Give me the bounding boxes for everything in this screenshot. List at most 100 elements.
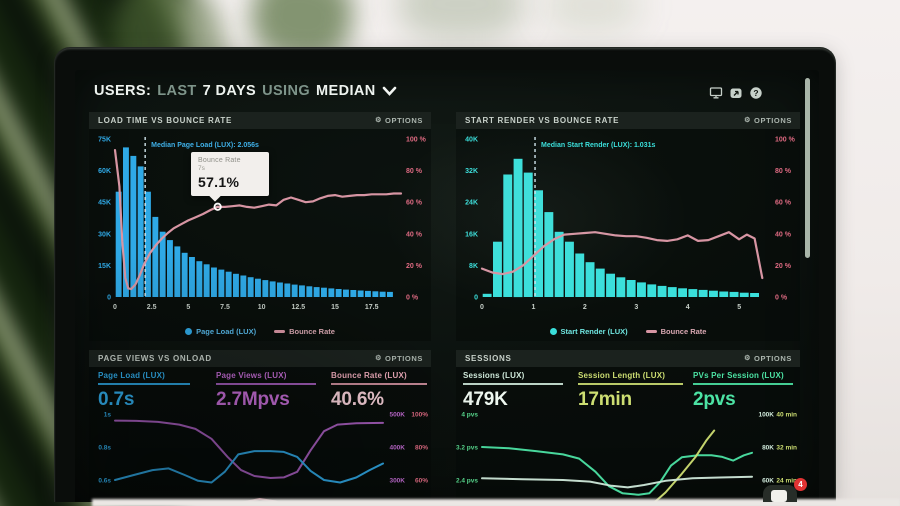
svg-text:80K: 80K	[762, 445, 774, 452]
header-using: USING	[262, 83, 311, 99]
svg-text:20 %: 20 %	[406, 263, 423, 270]
options-button[interactable]: ⚙ OPTIONS	[375, 116, 423, 125]
svg-text:40 %: 40 %	[406, 231, 423, 238]
metric-page-views: Page Views (LUX) 2.7Mpvs	[216, 371, 316, 411]
tooltip-value: 57.1%	[198, 174, 240, 190]
svg-text:0.6s: 0.6s	[98, 478, 111, 485]
svg-text:60 %: 60 %	[406, 200, 423, 207]
svg-text:100K: 100K	[758, 412, 774, 419]
metric-underline	[331, 383, 427, 385]
gear-icon: ⚙	[744, 355, 752, 362]
chat-widget[interactable]: 4	[763, 478, 809, 502]
panel-sessions: SESSIONS ⚙ OPTIONS Sessions (LUX) 479K S…	[456, 350, 800, 502]
svg-text:45K: 45K	[98, 200, 111, 207]
svg-text:60K: 60K	[762, 478, 774, 485]
svg-text:3.2 pvs: 3.2 pvs	[456, 445, 478, 452]
svg-text:12.5: 12.5	[292, 304, 306, 311]
svg-text:1s: 1s	[104, 412, 112, 419]
header-aggregation: MEDIAN	[316, 83, 376, 99]
legend-dot-icon	[549, 328, 557, 335]
svg-text:Median Start Render (LUX): 1.0: Median Start Render (LUX): 1.031s	[541, 142, 655, 149]
load-time-chart: 75K 60K 45K 30K 15K 0 100 % 80 % 60 % 40 % 20 % 0 %…	[89, 129, 431, 324]
panel-start-render: START RENDER VS BOUNCE RATE ⚙ OPTIONS 40…	[456, 112, 800, 341]
svg-text:0: 0	[474, 295, 478, 302]
dashboard-header: USERS: LAST 7 DAYS USING MEDIAN	[94, 82, 805, 106]
legend-page-load[interactable]: Page Load (LUX)	[185, 327, 256, 336]
page-views-chart: 1s 0.8s 0.6s 500K 100% 400K 80% 300K 60%	[89, 408, 431, 502]
options-button[interactable]: ⚙ OPTIONS	[744, 354, 792, 363]
options-button[interactable]: ⚙ OPTIONS	[375, 354, 423, 363]
svg-text:20 %: 20 %	[775, 263, 792, 270]
legend-line-icon	[274, 330, 286, 333]
svg-text:32 min: 32 min	[776, 445, 797, 452]
svg-text:100%: 100%	[411, 412, 428, 419]
svg-text:3: 3	[634, 304, 638, 311]
gear-icon: ⚙	[375, 355, 383, 362]
svg-text:300K: 300K	[389, 478, 405, 485]
svg-text:60K: 60K	[98, 168, 111, 175]
legend-dot-icon	[185, 328, 193, 335]
svg-text:40 %: 40 %	[775, 231, 792, 238]
metric-bounce-rate: Bounce Rate (LUX) 40.6%	[331, 371, 427, 411]
sessions-chart: 4 pvs 3.2 pvs 2.4 pvs 100K 40 min 80K 32 min 60…	[456, 408, 800, 502]
svg-text:7.5: 7.5	[220, 304, 230, 311]
svg-text:5: 5	[737, 304, 741, 311]
svg-text:0: 0	[480, 304, 484, 311]
svg-text:0: 0	[107, 295, 111, 302]
panel-title: START RENDER VS BOUNCE RATE	[465, 116, 620, 125]
svg-text:24 min: 24 min	[776, 478, 797, 485]
svg-text:80 %: 80 %	[406, 168, 423, 175]
panel-title: SESSIONS	[465, 354, 512, 363]
panel-title: PAGE VIEWS VS ONLOAD	[98, 354, 212, 363]
metric-underline	[216, 383, 316, 385]
metric-pvs-per-session: PVs Per Session (LUX) 2pvs	[693, 371, 793, 411]
svg-text:40 min: 40 min	[776, 412, 797, 419]
svg-text:2: 2	[583, 304, 587, 311]
header-range: 7 DAYS	[202, 83, 257, 99]
svg-text:24K: 24K	[465, 200, 478, 207]
svg-text:80 %: 80 %	[775, 168, 792, 175]
svg-text:16K: 16K	[465, 231, 478, 238]
svg-text:75K: 75K	[98, 137, 111, 144]
legend-bounce-rate[interactable]: Bounce Rate	[274, 327, 335, 336]
leaf-blur	[398, 0, 523, 40]
legend-bounce-rate[interactable]: Bounce Rate	[645, 327, 706, 336]
notification-badge: 4	[794, 478, 807, 491]
svg-text:30K: 30K	[98, 231, 111, 238]
dashboard-screen: USERS: LAST 7 DAYS USING MEDIAN	[75, 70, 819, 502]
svg-text:2.4 pvs: 2.4 pvs	[456, 478, 478, 485]
help-icon[interactable]: ?	[749, 86, 763, 100]
svg-text:100 %: 100 %	[775, 137, 796, 144]
metric-session-length: Session Length (LUX) 17min	[578, 371, 683, 411]
gear-icon: ⚙	[375, 117, 383, 124]
options-button[interactable]: ⚙ OPTIONS	[744, 116, 792, 125]
chat-icon	[763, 485, 797, 502]
svg-text:Median Page Load (LUX): 2.056s: Median Page Load (LUX): 2.056s	[151, 142, 259, 149]
svg-text:500K: 500K	[389, 412, 405, 419]
leaf-blur	[545, 0, 640, 33]
display-icon[interactable]	[709, 86, 723, 100]
svg-text:10: 10	[258, 304, 266, 311]
header-last: LAST	[157, 83, 197, 99]
scrollbar[interactable]	[805, 78, 810, 258]
svg-text:17.5: 17.5	[365, 304, 379, 311]
svg-text:1: 1	[531, 304, 535, 311]
tooltip-x: 7s	[198, 165, 205, 172]
legend-start-render[interactable]: Start Render (LUX)	[549, 327, 628, 336]
svg-text:40K: 40K	[465, 137, 478, 144]
svg-text:80%: 80%	[415, 445, 428, 452]
svg-text:15: 15	[331, 304, 339, 311]
share-icon[interactable]	[729, 86, 743, 100]
chevron-down-icon	[382, 86, 396, 96]
metric-sessions: Sessions (LUX) 479K	[463, 371, 563, 411]
svg-text:0 %: 0 %	[775, 295, 788, 302]
users-filter-dropdown[interactable]: USERS: LAST 7 DAYS USING MEDIAN	[94, 83, 397, 99]
svg-text:0: 0	[113, 304, 117, 311]
svg-text:60 %: 60 %	[775, 200, 792, 207]
svg-text:4: 4	[686, 304, 690, 311]
legend-line-icon	[645, 330, 657, 333]
svg-text:32K: 32K	[465, 168, 478, 175]
svg-text:8K: 8K	[469, 263, 478, 270]
panel-page-views: PAGE VIEWS VS ONLOAD ⚙ OPTIONS Page Load…	[89, 350, 431, 502]
